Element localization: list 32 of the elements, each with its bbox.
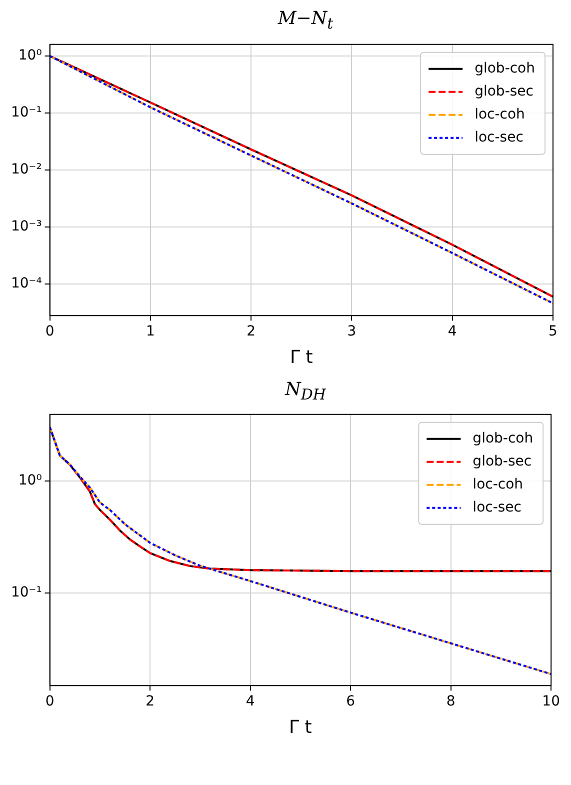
y-tick-label: 10⁰: [18, 472, 42, 489]
x-tick-label: 8: [446, 694, 456, 710]
chart-title: N$_{DH}$: [284, 378, 328, 404]
legend-label: glob-sec: [472, 454, 532, 470]
x-tick-label: 0: [45, 323, 54, 340]
x-tick-label: 10: [542, 694, 560, 710]
x-tick-label: 1: [146, 323, 155, 340]
x-tick-label: 3: [347, 323, 356, 340]
x-axis-title: Γ t: [290, 346, 313, 368]
legend-label: loc-coh: [472, 476, 524, 493]
y-tick-label: 10⁰: [18, 47, 42, 64]
x-tick-label: 2: [246, 323, 256, 340]
line-series: [50, 426, 552, 676]
y-tick-label: 10⁻²: [10, 161, 42, 178]
x-tick-label: 6: [346, 694, 356, 710]
legend-label: glob-coh: [474, 60, 536, 76]
legend-label: loc-sec: [472, 500, 522, 516]
y-tick-label: 10⁻³: [10, 218, 42, 234]
legend-label: loc-coh: [474, 106, 525, 122]
legend-label: loc-sec: [474, 129, 524, 146]
chart-title: M−N$_{t}$: [276, 8, 334, 33]
x-tick-label: 5: [548, 323, 558, 340]
legend-label: glob-sec: [474, 83, 534, 100]
y-tick-label: 10⁻¹: [10, 104, 42, 120]
y-tick-label: 10⁻¹: [10, 584, 42, 601]
x-tick-label: 4: [246, 694, 255, 710]
x-tick-label: 2: [146, 694, 155, 710]
x-tick-label: 0: [45, 694, 54, 710]
y-tick-label: 10⁻⁴: [10, 275, 42, 292]
legend-label: glob-coh: [472, 430, 534, 447]
x-axis-title: Γ t: [289, 717, 312, 738]
x-tick-label: 4: [448, 323, 457, 340]
